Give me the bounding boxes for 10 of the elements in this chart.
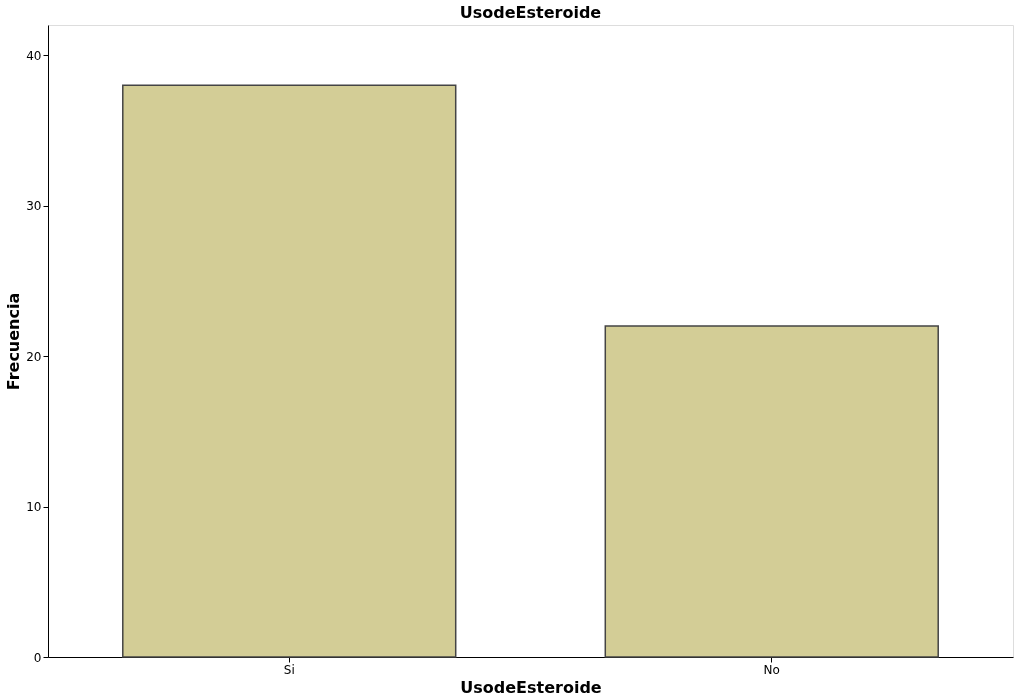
x-tick-label: Si <box>283 662 295 677</box>
x-axis-title: UsodeEsteroide <box>460 677 602 697</box>
y-axis-title: Frecuencia <box>4 292 24 391</box>
y-tick-label: 0 <box>33 650 42 665</box>
y-tick-label: 30 <box>26 199 42 214</box>
y-tick-label: 40 <box>26 48 42 63</box>
y-tick-label: 20 <box>26 349 42 364</box>
x-tick-label: No <box>763 662 780 677</box>
y-tick-label: 10 <box>26 500 42 515</box>
chart-title: UsodeEsteroide <box>459 3 602 22</box>
